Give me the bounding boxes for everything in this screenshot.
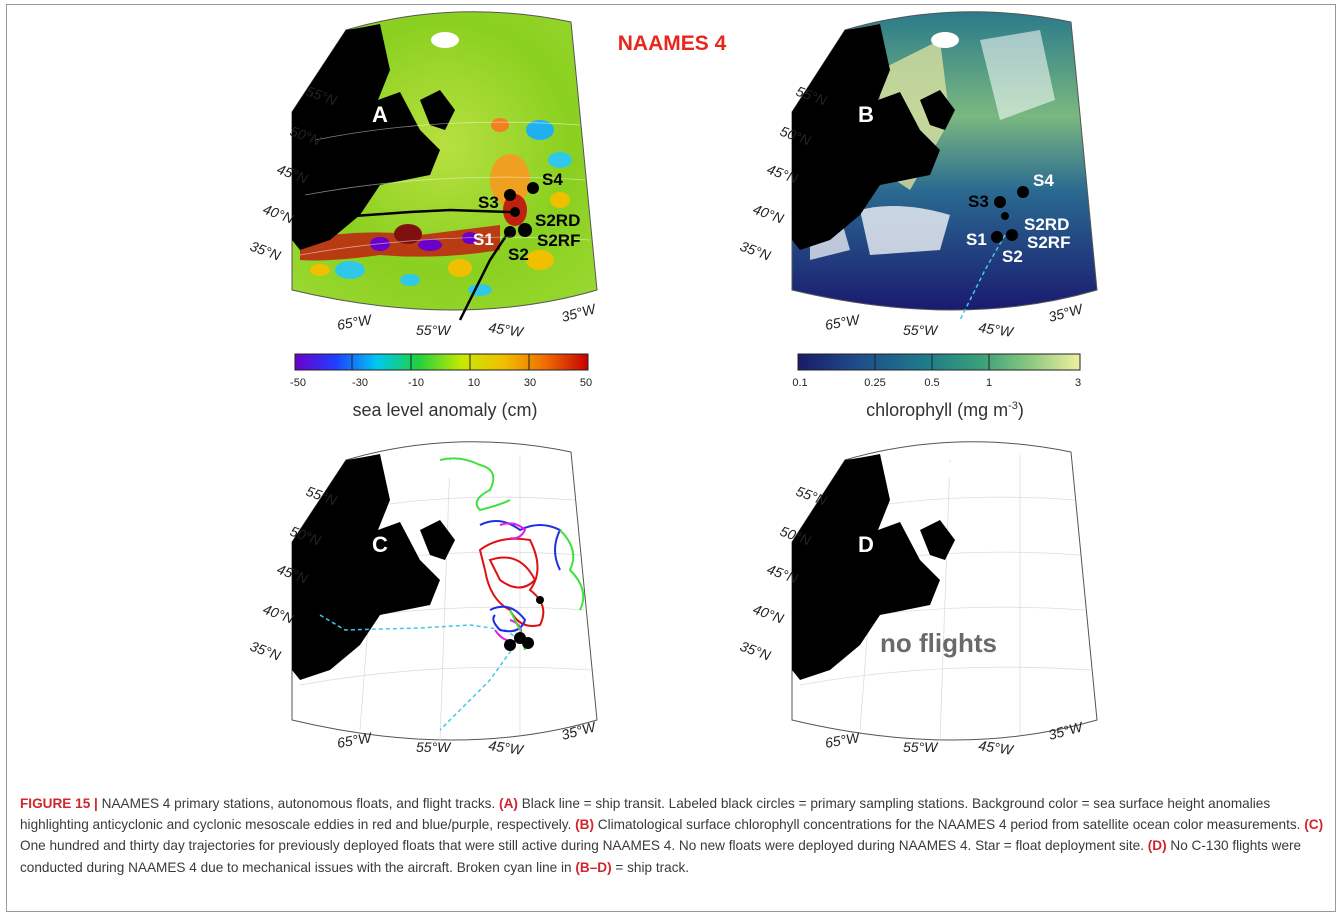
station-label: S2RD xyxy=(1024,215,1069,234)
station-label: S2RD xyxy=(535,211,580,230)
svg-text:35°N: 35°N xyxy=(738,638,774,664)
svg-text:40°N: 40°N xyxy=(751,601,787,627)
panel-c-map: C 55°N 50°N 45°N 40°N 35°N 65°W 55°W 45°… xyxy=(248,441,599,758)
svg-text:65°W: 65°W xyxy=(824,311,862,333)
chl-tick: 0.1 xyxy=(792,377,807,389)
svg-text:65°W: 65°W xyxy=(336,729,374,751)
station-dot xyxy=(510,207,520,217)
panel-d-letter: D xyxy=(858,532,874,557)
svg-text:45°W: 45°W xyxy=(978,737,1016,758)
chl-colorbar: 0.1 0.25 0.5 1 3 xyxy=(792,353,1081,389)
svg-text:35°N: 35°N xyxy=(248,638,284,664)
svg-text:55°W: 55°W xyxy=(903,322,939,338)
lon-label: 45°W xyxy=(488,319,526,340)
svg-text:35°N: 35°N xyxy=(738,238,774,264)
station-label: S4 xyxy=(542,170,563,189)
svg-text:45°W: 45°W xyxy=(978,319,1016,340)
panel-d-map: D no flights 55°N 50°N 45°N 40°N 35°N 65… xyxy=(738,441,1098,758)
sla-tick: 10 xyxy=(468,377,480,389)
sla-colorbar-label: sea level anomaly (cm) xyxy=(352,400,538,420)
chl-tick: 3 xyxy=(1075,377,1081,389)
svg-text:40°N: 40°N xyxy=(751,201,787,227)
sla-tick: 30 xyxy=(524,377,536,389)
station-label: S1 xyxy=(966,230,987,249)
station-label: S1 xyxy=(473,230,494,249)
panel-a-ship-transit xyxy=(339,208,511,219)
sla-colorbar: -50 -30 -10 10 30 50 xyxy=(290,353,592,389)
panel-a-land xyxy=(292,24,440,250)
svg-text:40°N: 40°N xyxy=(261,601,297,627)
svg-text:55°N: 55°N xyxy=(794,483,830,509)
svg-text:55°W: 55°W xyxy=(416,739,452,755)
station-label: S2RF xyxy=(537,231,580,250)
station-label: S4 xyxy=(1033,171,1054,190)
panel-a-letter: A xyxy=(372,102,388,127)
station-dot xyxy=(518,223,532,237)
station-dot xyxy=(527,182,539,194)
station-dot xyxy=(504,226,516,238)
station-label: S3 xyxy=(968,192,989,211)
station-label: S3 xyxy=(478,193,499,212)
figure-title: NAAMES 4 xyxy=(617,32,727,55)
svg-text:45°W: 45°W xyxy=(488,737,526,758)
svg-text:35°W: 35°W xyxy=(1047,300,1086,325)
caption-figno: FIGURE 15 | xyxy=(20,796,98,811)
station-label: S2RF xyxy=(1027,233,1070,252)
chl-tick: 0.25 xyxy=(864,377,885,389)
panel-b-map: B S3 S4 S2RD S1 S2RF S2 55°N 50°N 45°N 4… xyxy=(738,11,1098,340)
panel-a-map: A S3 S4 S2RD S1 S2RF S2 55°N 50°N 45°N 4… xyxy=(248,11,599,340)
figure-caption: FIGURE 15 | NAAMES 4 primary stations, a… xyxy=(20,796,1324,875)
svg-text:55°W: 55°W xyxy=(903,739,939,755)
station-dot xyxy=(504,189,516,201)
lat-label: 40°N xyxy=(261,201,297,227)
lon-label: 65°W xyxy=(336,311,374,333)
sla-tick: 50 xyxy=(580,377,592,389)
chl-colorbar-label: chlorophyll (mg m-3) xyxy=(866,400,1024,420)
station-label: S2 xyxy=(1002,247,1023,266)
station-label: S2 xyxy=(508,245,529,264)
chl-tick: 0.5 xyxy=(924,377,939,389)
sla-tick: -10 xyxy=(408,377,424,389)
sla-tick: -30 xyxy=(352,377,368,389)
no-flights-note: no flights xyxy=(880,628,997,658)
sla-tick: -50 xyxy=(290,377,306,389)
chl-tick: 1 xyxy=(986,377,992,389)
figure-frame xyxy=(6,4,1336,912)
panel-c-letter: C xyxy=(372,532,388,557)
svg-text:65°W: 65°W xyxy=(824,729,862,751)
panel-b-letter: B xyxy=(858,102,874,127)
lat-label: 35°N xyxy=(248,238,284,264)
lon-label: 55°W xyxy=(416,322,452,338)
